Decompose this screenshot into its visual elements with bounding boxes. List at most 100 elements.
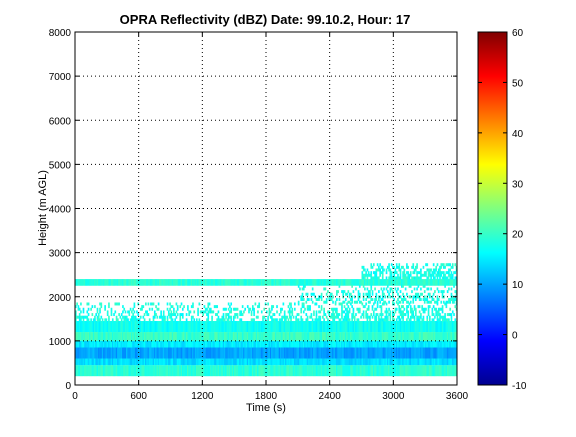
heatmap-cell	[108, 321, 110, 333]
heatmap-cell	[325, 292, 328, 296]
heatmap-cell	[255, 365, 258, 377]
heatmap-cell	[406, 318, 408, 322]
heatmap-cell	[329, 292, 332, 296]
heatmap-cell	[217, 358, 220, 366]
heatmap-cell	[320, 292, 323, 296]
heatmap-cell	[441, 358, 444, 366]
heatmap-cell	[297, 365, 300, 377]
heatmap-cell	[267, 332, 269, 341]
heatmap-cell	[310, 365, 313, 377]
heatmap-cell	[381, 265, 384, 269]
heatmap-cell	[384, 315, 387, 319]
heatmap-cell	[409, 307, 412, 311]
heatmap-cell	[86, 347, 89, 359]
heatmap-cell	[190, 332, 193, 341]
heatmap-cell	[430, 347, 432, 359]
heatmap-cell	[413, 358, 416, 366]
heatmap-cell	[159, 347, 161, 359]
heatmap-cell	[305, 358, 308, 366]
heatmap-cell	[86, 321, 89, 333]
heatmap-cell	[338, 279, 341, 286]
heatmap-cell	[403, 279, 406, 286]
heatmap-cell	[111, 318, 114, 322]
heatmap-cell	[411, 365, 413, 377]
heatmap-cell	[103, 332, 105, 341]
heatmap-cell	[421, 365, 424, 377]
heatmap-cell	[425, 263, 427, 267]
heatmap-cell	[305, 279, 308, 286]
heatmap-cell	[360, 279, 362, 286]
heatmap-cell	[290, 340, 292, 348]
heatmap-cell	[207, 318, 210, 322]
heatmap-cell	[445, 358, 448, 366]
heatmap-cell	[320, 305, 323, 309]
heatmap-cell	[430, 340, 432, 348]
heatmap-cell	[400, 340, 403, 348]
heatmap-cell	[347, 313, 350, 317]
heatmap-cell	[237, 358, 240, 366]
heatmap-cell	[146, 321, 148, 333]
heatmap-cell	[230, 321, 233, 333]
heatmap-cell	[329, 365, 332, 377]
heatmap-cell	[389, 365, 392, 377]
heatmap-cell	[82, 321, 85, 333]
heatmap-cell	[400, 305, 403, 309]
heatmap-cell	[343, 347, 346, 359]
chart-title: OPRA Reflectivity (dBZ) Date: 99.10.2, H…	[120, 12, 411, 27]
heatmap-cell	[441, 307, 444, 311]
heatmap-cell	[355, 332, 357, 341]
heatmap-cell	[453, 284, 455, 288]
heatmap-cell	[259, 332, 262, 341]
heatmap-cell	[129, 279, 132, 286]
heatmap-cell	[420, 271, 422, 275]
heatmap-cell	[369, 332, 371, 341]
heatmap-cell	[86, 315, 89, 319]
heatmap-cell	[273, 321, 276, 333]
heatmap-cell	[215, 347, 217, 359]
heatmap-cell	[412, 263, 415, 267]
heatmap-cell	[155, 358, 157, 366]
heatmap-cell	[235, 332, 238, 341]
heatmap-cell	[389, 321, 392, 333]
heatmap-cell	[446, 332, 449, 341]
heatmap-cell	[421, 305, 424, 309]
heatmap-cell	[353, 295, 356, 299]
heatmap-cell	[162, 315, 165, 319]
heatmap-cell	[178, 340, 180, 348]
heatmap-cell	[258, 340, 261, 348]
heatmap-cell	[324, 358, 327, 366]
heatmap-cell	[96, 340, 99, 348]
heatmap-cell	[375, 292, 378, 296]
heatmap-cell	[278, 365, 281, 377]
heatmap-cell	[434, 268, 436, 272]
heatmap-cell	[344, 340, 347, 348]
heatmap-cell	[397, 340, 399, 348]
heatmap-cell	[77, 315, 80, 319]
heatmap-cell	[341, 279, 343, 286]
heatmap-cell	[351, 358, 353, 366]
heatmap-cell	[371, 265, 374, 269]
heatmap-cell	[76, 332, 78, 341]
heatmap-cell	[240, 321, 243, 333]
heatmap-cell	[187, 332, 189, 341]
heatmap-cell	[221, 332, 224, 341]
heatmap-cell	[129, 340, 132, 348]
heatmap-cell	[223, 321, 226, 333]
heatmap-cell	[295, 279, 297, 286]
heatmap-cell	[358, 358, 361, 366]
heatmap-cell	[393, 332, 395, 341]
heatmap-cell	[246, 279, 249, 286]
heatmap-cell	[90, 358, 92, 366]
heatmap-cell	[383, 332, 385, 341]
heatmap-cell	[216, 321, 219, 333]
heatmap-cell	[342, 310, 345, 314]
heatmap-cell	[423, 290, 426, 294]
heatmap-cell	[397, 365, 399, 377]
heatmap-cell	[201, 358, 203, 366]
heatmap-cell	[343, 290, 346, 294]
heatmap-cell	[111, 358, 114, 366]
heatmap-cell	[383, 279, 385, 286]
heatmap-cell	[178, 321, 180, 333]
heatmap-cell	[329, 340, 332, 348]
heatmap-cell	[83, 332, 86, 341]
